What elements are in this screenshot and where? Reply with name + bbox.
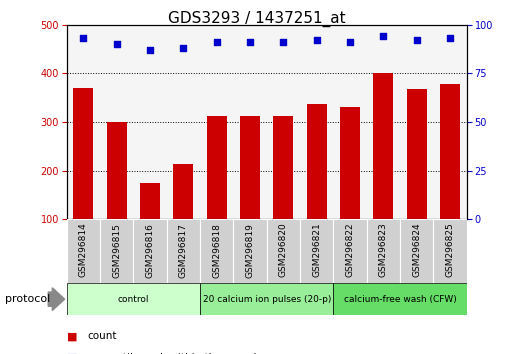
Text: GSM296818: GSM296818 [212,223,221,278]
Bar [373,73,393,219]
Text: calcium-free wash (CFW): calcium-free wash (CFW) [344,295,457,304]
Point [379,34,388,39]
Bar [433,219,467,283]
Bar [440,84,460,219]
Bar [73,88,93,219]
Text: GSM296824: GSM296824 [412,223,421,277]
Bar [400,219,433,283]
Bar [67,283,200,315]
Point [346,40,354,45]
Bar [333,283,467,315]
Point [112,41,121,47]
Bar [173,164,193,219]
Bar [367,219,400,283]
Bar [407,89,427,219]
Bar [107,122,127,219]
Text: GSM296820: GSM296820 [279,223,288,278]
Text: GSM296816: GSM296816 [146,223,154,278]
Bar [200,283,333,315]
Text: count: count [87,331,117,341]
Text: GSM296822: GSM296822 [346,223,354,277]
Point [446,35,454,41]
Bar [133,219,167,283]
Bar [273,116,293,219]
Bar [240,116,260,219]
Bar [340,107,360,219]
Point [246,40,254,45]
Text: GSM296825: GSM296825 [446,223,455,278]
Bar [207,116,227,219]
Point [146,47,154,53]
Bar [233,219,267,283]
Bar [333,219,367,283]
Text: control: control [117,295,149,304]
Bar [300,219,333,283]
Text: ■: ■ [67,353,77,354]
Text: GSM296815: GSM296815 [112,223,121,278]
Text: GSM296814: GSM296814 [79,223,88,278]
Point [279,40,287,45]
Bar [140,183,160,219]
Text: GSM296821: GSM296821 [312,223,321,278]
Point [179,45,187,51]
Text: ■: ■ [67,331,77,341]
Text: GSM296817: GSM296817 [179,223,188,278]
Bar [67,219,100,283]
Text: GSM296819: GSM296819 [246,223,254,278]
Text: 20 calcium ion pulses (20-p): 20 calcium ion pulses (20-p) [203,295,331,304]
Bar [167,219,200,283]
Bar [200,219,233,283]
Text: GSM296823: GSM296823 [379,223,388,278]
Point [212,40,221,45]
Point [79,35,87,41]
Point [412,38,421,43]
Point [312,38,321,43]
Text: protocol: protocol [5,294,50,304]
Bar [267,219,300,283]
FancyArrow shape [48,288,65,310]
Text: percentile rank within the sample: percentile rank within the sample [87,353,263,354]
Bar [307,104,327,219]
Bar [100,219,133,283]
Text: GDS3293 / 1437251_at: GDS3293 / 1437251_at [168,11,345,27]
